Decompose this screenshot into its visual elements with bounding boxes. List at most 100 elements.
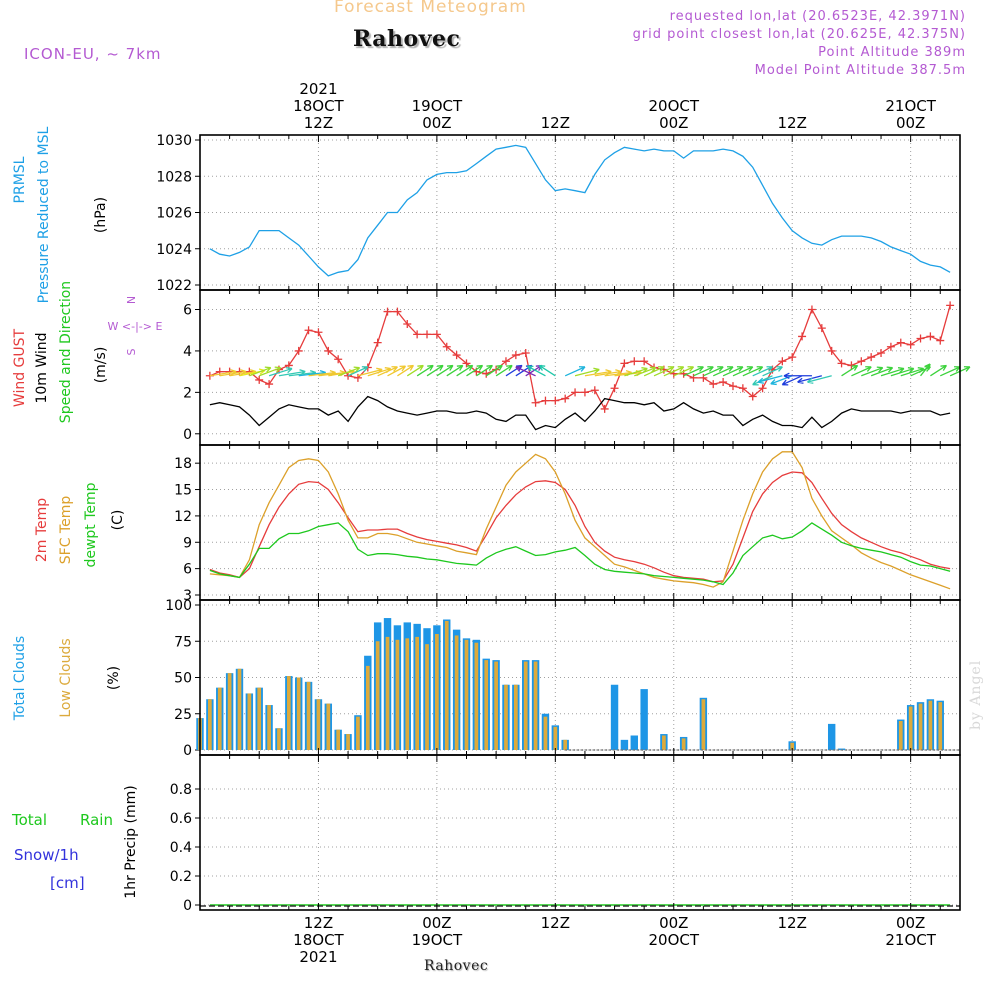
wind-direction-arrow [634,366,657,377]
bottom-time-label: 18OCT [293,931,344,949]
dewpt-temp-line [209,522,951,586]
wind-direction-arrow [347,366,369,377]
wind-direction-arrow [663,366,685,377]
gust-marker [580,388,589,397]
low-clouds-label: Low Clouds [58,638,74,717]
wind-direction-arrow [752,375,773,386]
wind-label: 10m Wind [34,332,50,403]
top-time-label: 20OCT [649,97,700,115]
top-time-label: 2021 [299,80,337,98]
clouds-unit: (%) [106,666,122,690]
wind-direction-arrow [693,366,714,377]
gust-marker [314,328,323,337]
low-cloud-bar [356,716,360,750]
wind-direction-arrow [387,365,407,377]
gust-marker [304,326,313,335]
y-tick-label: 0.2 [170,869,192,885]
pressure-label: PRMSL [12,156,28,203]
bottom-time-label: 2021 [299,948,337,966]
gust-marker [817,324,826,333]
wind-direction-arrow [732,366,754,377]
bottom-time-label: 12Z [541,914,570,932]
wind-direction-arrow [526,365,546,377]
total-cloud-bar [827,723,836,750]
wind-gust-line [209,305,951,411]
low-cloud-bar [217,687,222,750]
temp2m-label: 2m Temp [34,498,50,562]
y-tick-label: 25 [174,707,192,723]
y-tick-label: 0.6 [170,811,192,827]
bottom-time-label: 21OCT [885,931,936,949]
wind-direction-arrow [564,366,586,377]
gust-marker [837,359,846,368]
gust-marker [265,380,274,389]
gust-marker [620,359,629,368]
wind-direction-arrow [258,366,282,377]
wind-direction-arrow [416,364,434,377]
top-time-label: 12Z [778,114,807,132]
gust-marker [383,307,392,316]
gust-marker [600,404,609,413]
wind-gust-label: Wind GUST [12,328,28,407]
y-tick-label: 15 [174,483,192,499]
wind-direction-arrow [851,366,872,377]
low-cloud-bar [533,661,538,750]
y-tick-label: 6 [183,303,192,319]
gust-marker [501,357,510,366]
gust-marker [728,382,737,391]
gust-marker [551,396,560,405]
gust-marker [571,388,580,397]
y-tick-label: 75 [174,634,192,650]
wind-direction-arrow [841,364,859,377]
requested-coords: requested lon,lat (20.6523E, 42.3971N) [669,9,966,24]
footer-location: Rahovec [424,958,489,974]
wind-direction-arrow [337,366,361,377]
wind-direction-arrow [683,366,704,377]
gust-marker [442,342,451,351]
grid-point-coords: grid point closest lon,lat (20.625E, 42.… [632,27,966,42]
gust-marker [896,338,905,347]
bottom-time-label: 12Z [778,914,807,932]
low-cloud-bar [336,729,341,750]
wind-direction-arrow [268,367,293,377]
gust-marker [393,307,402,316]
gust-marker [857,357,866,366]
y-tick-label: 1026 [156,206,192,222]
wind-direction-arrow [797,375,822,384]
low-cloud-bar [553,726,558,750]
low-cloud-bar [296,677,301,750]
wind-direction-arrow [476,364,493,377]
panel-temperature: 3 6 9 12 15 18 [174,444,961,604]
wind-direction-arrow [673,366,695,377]
wind-direction-arrow [930,364,948,377]
bottom-time-label: 00Z [422,914,451,932]
low-cloud-bar [227,673,232,750]
gust-marker [827,346,836,355]
pressure-unit: (hPa) [93,197,109,233]
gust-marker [423,330,432,339]
y-tick-label: 0 [183,898,192,914]
y-tick-label: 12 [174,509,192,525]
y-tick-label: 0 [183,743,192,759]
panel-frame [199,444,961,601]
low-cloud-bar [474,642,479,750]
gust-marker [373,338,382,347]
gust-marker [610,384,619,393]
gust-marker [432,330,441,339]
model-label: ICON-EU, ~ 7km [24,45,162,63]
y-tick-label: 1028 [156,169,192,185]
temp-unit: (C) [110,510,126,531]
wind-direction-arrow [781,375,803,386]
gust-marker [798,332,807,341]
wind-direction-arrow [397,364,415,377]
panel-precipitation: 0 0.2 0.4 0.6 0.8 [170,754,961,914]
panel-clouds: 0 25 50 75 100 [165,598,961,759]
bottom-time-label: 00Z [659,914,688,932]
gust-marker [758,384,767,393]
wind-direction-arrow [712,366,734,377]
wind-direction-arrow [722,366,744,377]
sfc-temp-label: SFC Temp [58,496,74,565]
low-cloud-bar [346,734,350,750]
low-cloud-bar [425,644,429,750]
